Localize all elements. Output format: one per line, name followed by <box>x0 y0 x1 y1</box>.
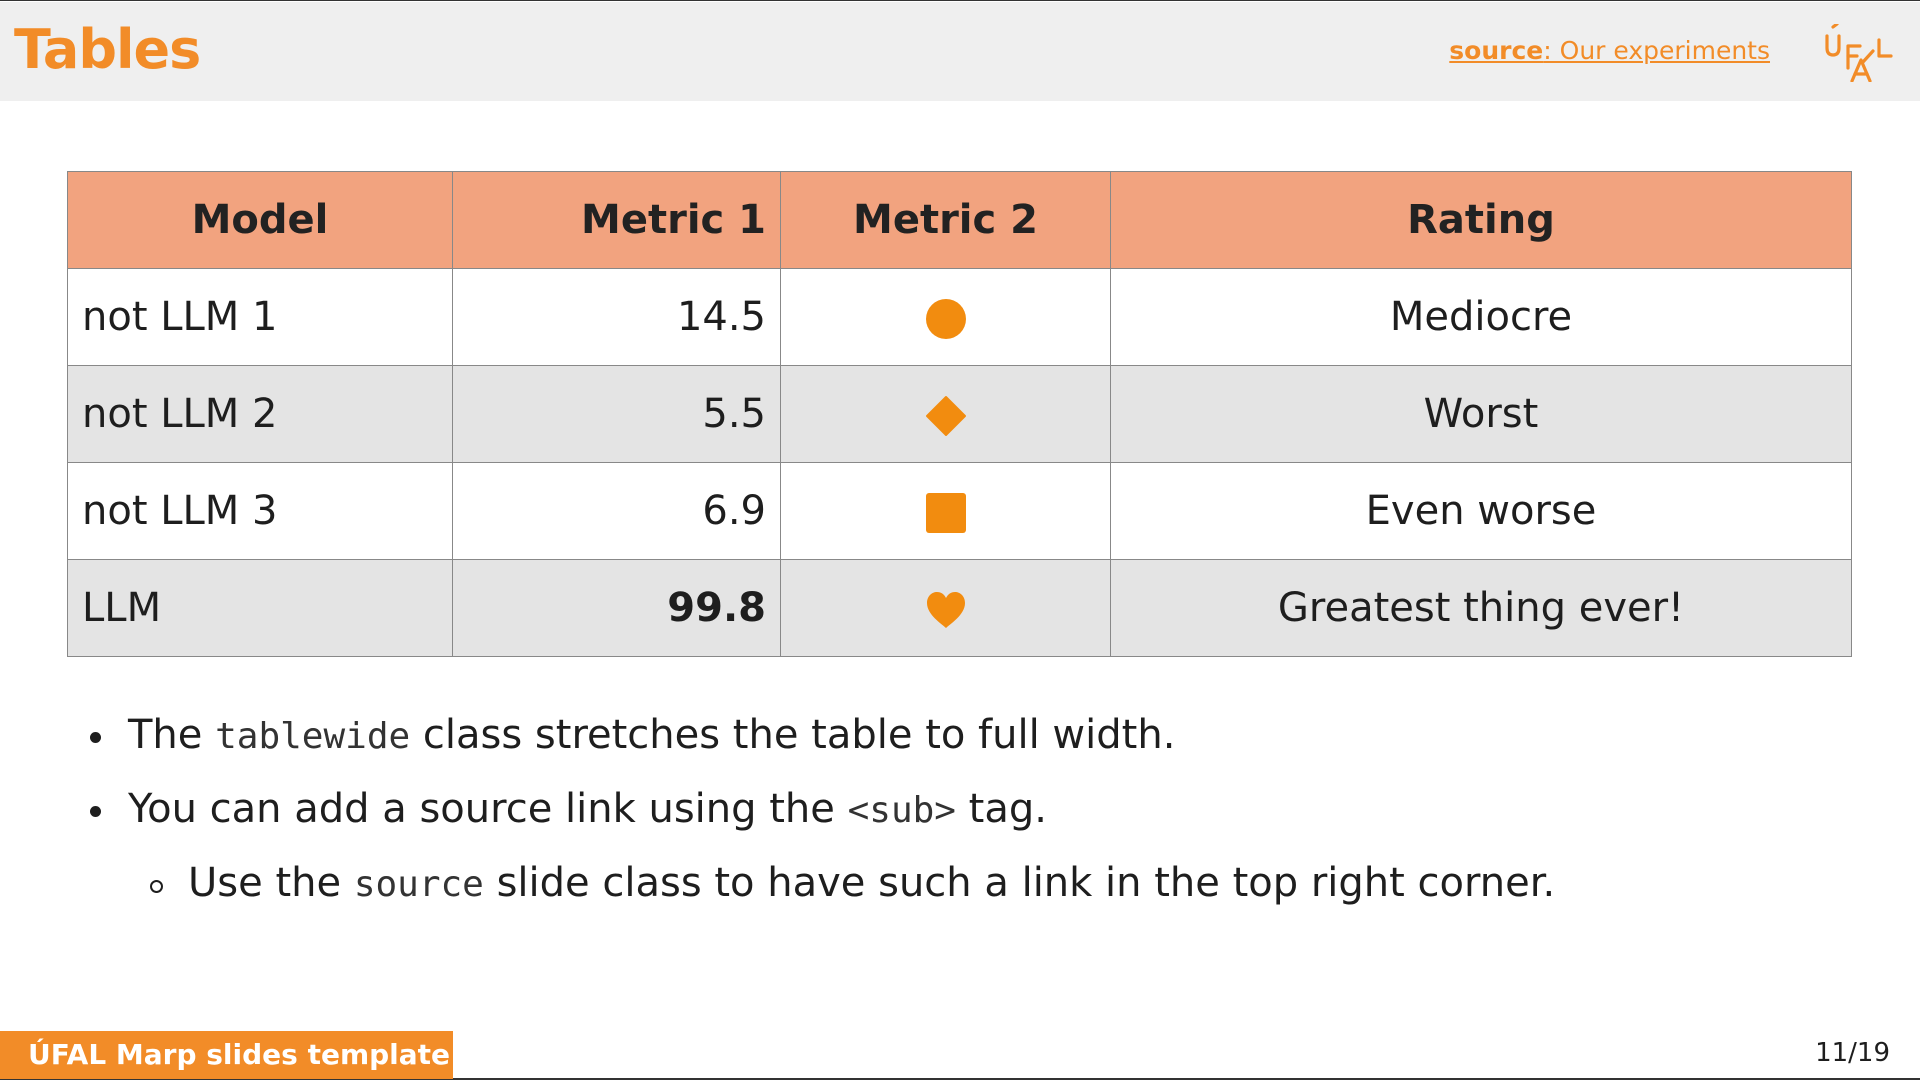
bullet-text: You can add a source link using the <box>128 786 848 832</box>
column-header-model: Model <box>67 171 453 269</box>
cell-metric2 <box>780 462 1111 560</box>
cell-rating: Mediocre <box>1110 268 1852 366</box>
bullet-text: slide class to have such a link in the t… <box>483 860 1556 906</box>
table-row: not LLM 1 14.5 Mediocre <box>67 268 1852 366</box>
results-table: Model Metric 1 Metric 2 Rating not LLM 1… <box>67 171 1852 657</box>
column-header-rating: Rating <box>1110 171 1852 269</box>
bullet-text: Use the <box>188 860 354 906</box>
cell-model: not LLM 3 <box>67 462 453 560</box>
ufal-logo <box>1825 24 1893 82</box>
square-icon <box>925 493 966 533</box>
bullet-dot <box>90 806 101 817</box>
cell-metric1: 14.5 <box>452 268 781 366</box>
cell-metric2 <box>780 268 1111 366</box>
inline-code: <sub> <box>847 790 956 831</box>
table-row: not LLM 3 6.9 Even worse <box>67 462 1852 560</box>
bullet-text: class stretches the table to full width. <box>410 712 1176 758</box>
slide-title: Tables <box>14 18 201 81</box>
table-row: LLM 99.8 Greatest thing ever! <box>67 559 1852 657</box>
cell-model: LLM <box>67 559 453 657</box>
table-row: not LLM 2 5.5 Worst <box>67 365 1852 463</box>
slide-header: Tables source: Our experiments <box>0 2 1920 101</box>
bullet-list: The tablewide class stretches the table … <box>90 699 1840 921</box>
column-header-metric2: Metric 2 <box>780 171 1111 269</box>
cell-model: not LLM 1 <box>67 268 453 366</box>
inline-code: source <box>353 864 484 905</box>
bullet-text: The <box>128 712 216 758</box>
footer-label: ÚFAL Marp slides template <box>0 1031 453 1079</box>
bullet-text: tag. <box>955 786 1047 832</box>
circle-icon <box>925 299 966 339</box>
inline-code: tablewide <box>215 716 411 757</box>
cell-rating: Even worse <box>1110 462 1852 560</box>
source-link-text: : Our experiments <box>1543 36 1770 65</box>
source-link-label: source <box>1449 36 1544 65</box>
diamond-icon <box>925 396 966 436</box>
cell-metric1: 5.5 <box>452 365 781 463</box>
source-link[interactable]: source: Our experiments <box>1449 36 1770 66</box>
list-item: You can add a source link using the <sub… <box>90 773 1840 847</box>
cell-model: not LLM 2 <box>67 365 453 463</box>
heart-icon <box>926 592 965 628</box>
list-item: The tablewide class stretches the table … <box>90 699 1840 773</box>
cell-metric1: 6.9 <box>452 462 781 560</box>
table-header-row: Model Metric 1 Metric 2 Rating <box>67 171 1852 269</box>
sub-bullet-circle <box>150 880 163 893</box>
cell-metric1: 99.8 <box>452 559 781 657</box>
cell-rating: Worst <box>1110 365 1852 463</box>
cell-rating: Greatest thing ever! <box>1110 559 1852 657</box>
bullet-dot <box>90 732 101 743</box>
page-number: 11/19 <box>1815 1038 1890 1068</box>
cell-metric2 <box>780 365 1111 463</box>
cell-metric2 <box>780 559 1111 657</box>
sub-list-item: Use the source slide class to have such … <box>150 847 1840 921</box>
column-header-metric1: Metric 1 <box>452 171 781 269</box>
